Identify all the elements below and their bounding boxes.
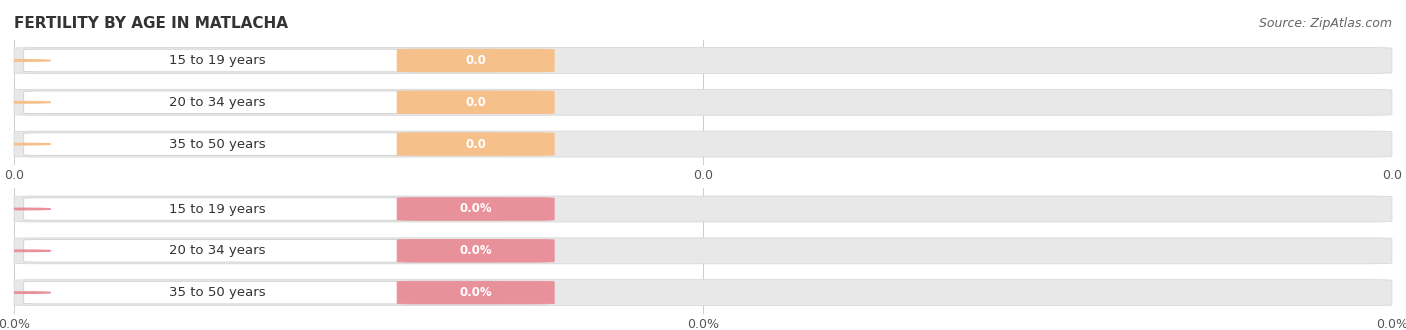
- FancyBboxPatch shape: [24, 49, 503, 72]
- FancyBboxPatch shape: [14, 89, 1392, 115]
- FancyBboxPatch shape: [14, 196, 1392, 222]
- FancyBboxPatch shape: [14, 280, 1392, 306]
- Text: 15 to 19 years: 15 to 19 years: [169, 54, 266, 67]
- Text: 0.0: 0.0: [465, 138, 486, 150]
- FancyBboxPatch shape: [14, 131, 1392, 157]
- Text: 0.0: 0.0: [465, 96, 486, 109]
- Circle shape: [3, 250, 51, 251]
- FancyBboxPatch shape: [24, 198, 503, 220]
- Text: 20 to 34 years: 20 to 34 years: [169, 244, 266, 257]
- Text: 35 to 50 years: 35 to 50 years: [169, 138, 266, 150]
- Circle shape: [3, 292, 51, 293]
- Circle shape: [3, 102, 51, 103]
- FancyBboxPatch shape: [24, 281, 503, 304]
- Circle shape: [3, 208, 51, 210]
- Text: 20 to 34 years: 20 to 34 years: [169, 96, 266, 109]
- FancyBboxPatch shape: [14, 238, 1392, 264]
- Text: 15 to 19 years: 15 to 19 years: [169, 203, 266, 215]
- FancyBboxPatch shape: [24, 240, 503, 262]
- FancyBboxPatch shape: [24, 133, 503, 155]
- FancyBboxPatch shape: [396, 240, 554, 262]
- FancyBboxPatch shape: [396, 281, 554, 304]
- FancyBboxPatch shape: [14, 48, 1392, 74]
- Text: 0.0%: 0.0%: [460, 286, 492, 299]
- FancyBboxPatch shape: [396, 198, 554, 220]
- FancyBboxPatch shape: [24, 91, 503, 114]
- Text: Source: ZipAtlas.com: Source: ZipAtlas.com: [1258, 16, 1392, 29]
- Circle shape: [3, 60, 51, 61]
- Circle shape: [3, 143, 51, 145]
- Text: 35 to 50 years: 35 to 50 years: [169, 286, 266, 299]
- Text: 0.0%: 0.0%: [460, 203, 492, 215]
- FancyBboxPatch shape: [396, 49, 554, 72]
- FancyBboxPatch shape: [396, 91, 554, 114]
- Text: FERTILITY BY AGE IN MATLACHA: FERTILITY BY AGE IN MATLACHA: [14, 16, 288, 31]
- Text: 0.0%: 0.0%: [460, 244, 492, 257]
- Text: 0.0: 0.0: [465, 54, 486, 67]
- FancyBboxPatch shape: [396, 133, 554, 155]
